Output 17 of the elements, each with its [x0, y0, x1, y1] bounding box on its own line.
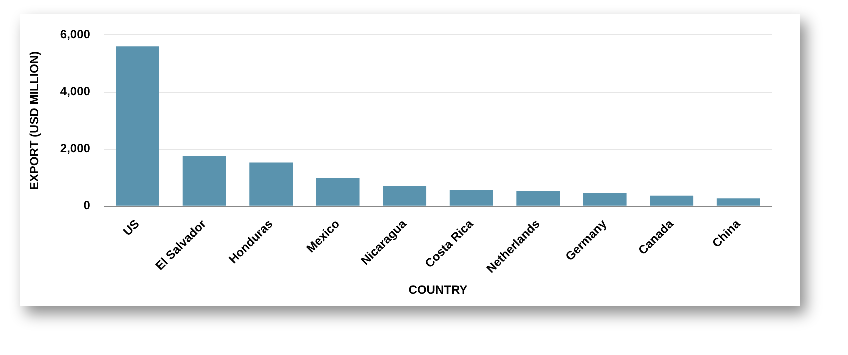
y-tick-label: 0 — [84, 198, 91, 213]
bar — [716, 198, 760, 206]
y-tick-label: 6,000 — [60, 28, 91, 42]
bar — [316, 178, 360, 206]
bar — [650, 196, 694, 206]
x-tick-label: US — [120, 217, 142, 239]
bar — [583, 193, 627, 206]
bar — [182, 156, 226, 206]
bar — [516, 191, 560, 206]
y-tick-label: 2,000 — [60, 142, 91, 156]
bar — [450, 190, 494, 206]
y-axis-title: EXPORT (USD MILLION) — [28, 51, 42, 190]
bar — [116, 46, 160, 206]
bar — [250, 162, 294, 206]
bar — [383, 186, 427, 206]
y-tick-label: 4,000 — [60, 84, 91, 99]
x-axis-title: COUNTRY — [408, 283, 468, 298]
